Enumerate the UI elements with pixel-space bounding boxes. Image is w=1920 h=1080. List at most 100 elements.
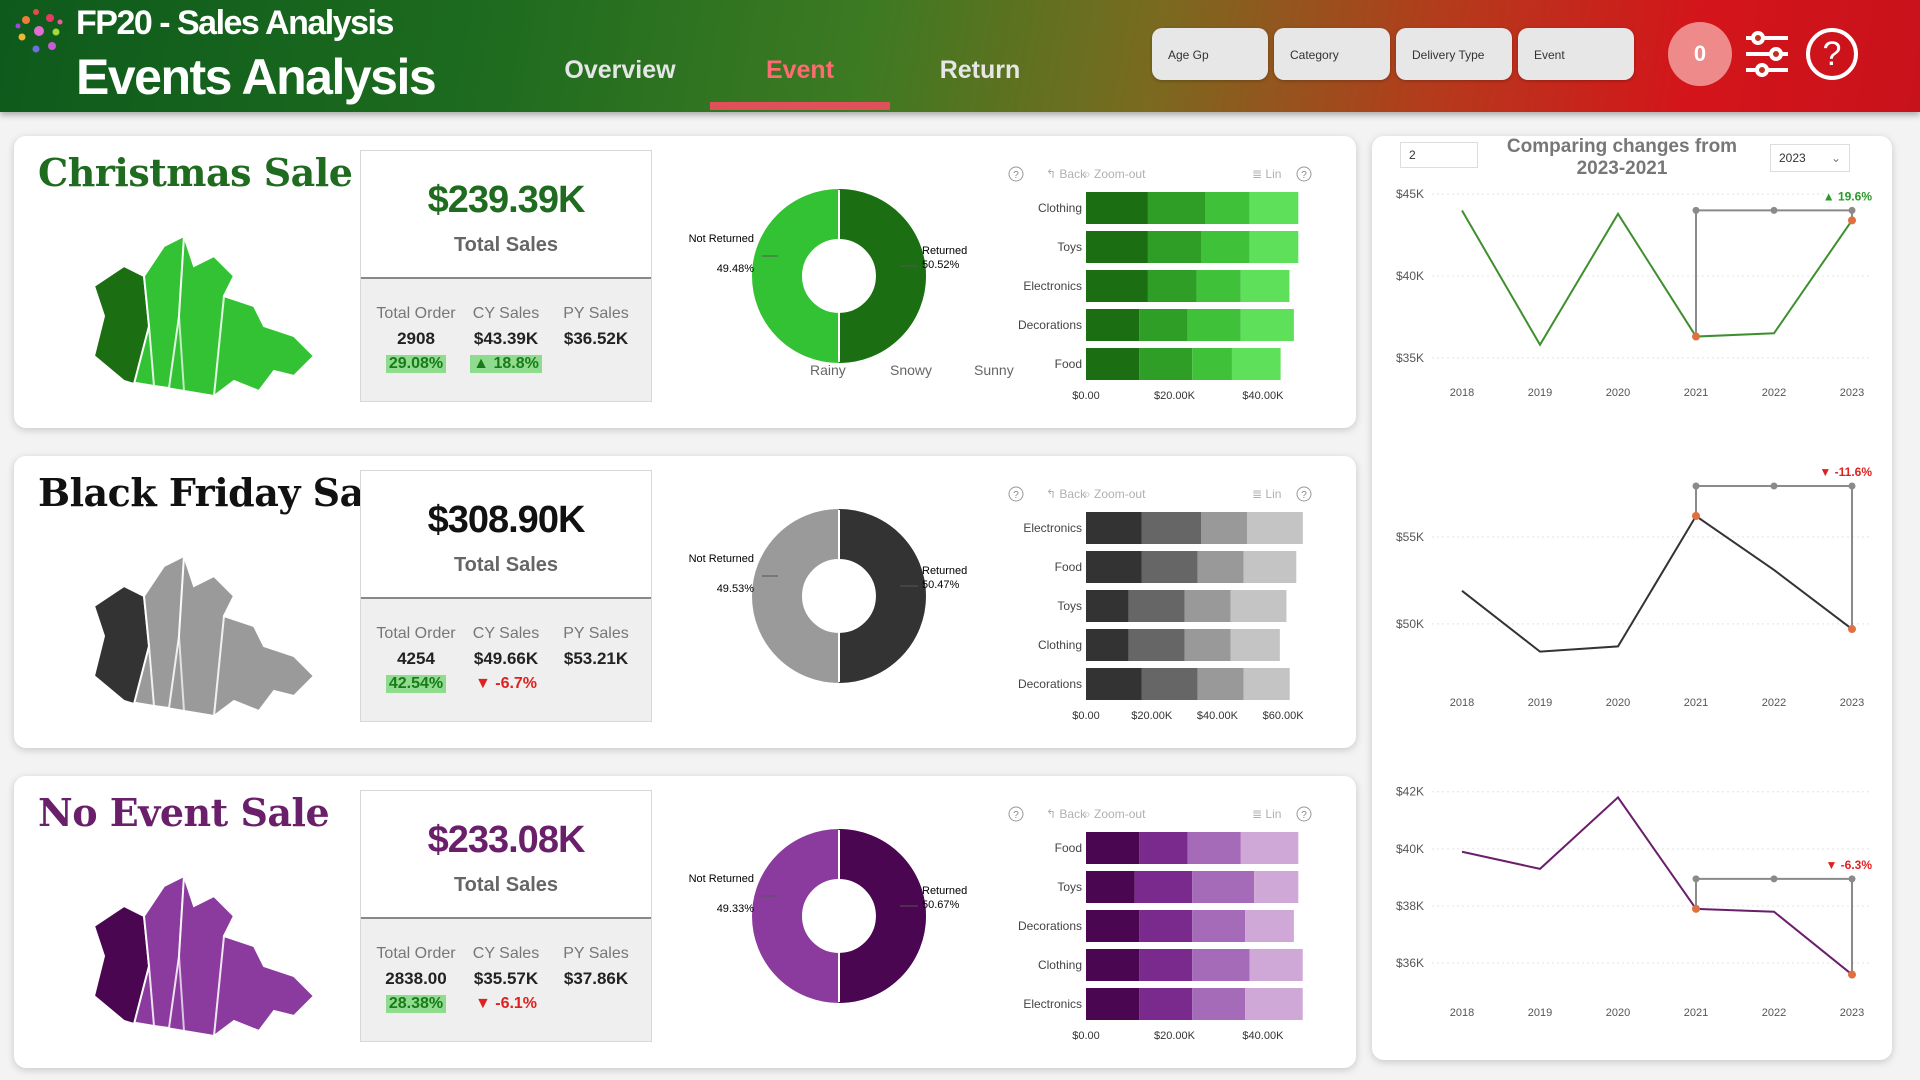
total-order-pct: 29.08% [385, 355, 447, 373]
slicer-bar: Age Gp Category Delivery Type Event [1152, 28, 1634, 80]
y-axis-tick: $38K [1396, 899, 1424, 913]
event-slicer[interactable]: Event [1518, 28, 1634, 80]
bracket-point [1848, 206, 1856, 214]
py-sales-value: $37.86K [563, 969, 629, 988]
bar-category-label: Decorations [1018, 318, 1082, 332]
data-point-2023 [1848, 625, 1856, 634]
help-icon[interactable] [1296, 486, 1312, 502]
bar-segment [1141, 512, 1201, 544]
donut-slice-returned [837, 189, 926, 363]
bar-segment [1086, 668, 1142, 700]
bar-category-label: Decorations [1018, 677, 1082, 691]
kpi-card: $308.90K Total Sales Total Order 4254 42… [360, 470, 652, 722]
cy-change-badge: ▼ -6.7% [474, 675, 538, 692]
not-returned-label: Not Returned [689, 873, 754, 885]
zoom-out-button[interactable]: ⌕ Zoom-out [1084, 167, 1146, 181]
delivery-type-slicer[interactable]: Delivery Type [1396, 28, 1512, 80]
return-donut-chart: Not Returned 49.48% Returned 50.52% [689, 189, 967, 363]
event-title: Black Friday Sale [38, 470, 402, 515]
bar-segment [1139, 910, 1193, 942]
bar-category-label: Toys [1057, 599, 1082, 613]
bracket-point [1692, 206, 1700, 214]
help-icon[interactable]: ? [1806, 28, 1858, 80]
total-order-label: Total Order [376, 945, 456, 962]
bar-segment [1187, 309, 1241, 341]
linear-scale-button[interactable]: ≣ Lin [1252, 487, 1281, 501]
help-icon[interactable] [1296, 166, 1312, 182]
help-icon-glyph: ? [1301, 810, 1307, 821]
line-chart-svg: $35K $40K $45K 2018 2019 2020 2021 2022 2023 ▲ 19… [1396, 187, 1873, 399]
clear-filters-button[interactable]: 0 [1668, 22, 1732, 86]
kpi-card: $233.08K Total Sales Total Order 2838.00… [360, 790, 652, 1042]
bar-segment [1086, 270, 1148, 302]
event-title: No Event Sale [38, 790, 330, 835]
bar-segment [1134, 871, 1193, 903]
x-axis-tick: 2023 [1840, 1007, 1864, 1019]
data-point-2021 [1692, 904, 1700, 913]
linear-scale-button[interactable]: ≣ Lin [1252, 167, 1281, 181]
age-group-slicer[interactable]: Age Gp [1152, 28, 1268, 80]
return-donut-chart: Not Returned 49.53% Returned 50.47% [689, 509, 967, 683]
cy-sales-label: CY Sales [472, 305, 540, 322]
change-label: ▼ -11.6% [1819, 466, 1872, 479]
bar-segment [1201, 231, 1250, 263]
x-axis-tick: 2020 [1606, 387, 1630, 399]
event-title: Christmas Sale [38, 150, 353, 195]
series-line [1461, 210, 1853, 347]
app-title: FP20 - Sales Analysis [76, 4, 394, 42]
canada-map-icon [92, 874, 316, 1039]
total-sales-value: $308.90K [427, 499, 586, 541]
cy-sales-value: $43.39K [473, 329, 539, 348]
back-button[interactable]: ↰ Back [1046, 487, 1087, 501]
tab-event[interactable]: Event [710, 48, 890, 110]
x-axis-tick: 2021 [1684, 697, 1708, 709]
total-order-pct: 28.38% [385, 995, 447, 1013]
bar-segment [1230, 629, 1280, 661]
bar-segment [1243, 551, 1297, 583]
x-axis-tick: 2018 [1450, 387, 1474, 399]
bar-segment [1086, 309, 1140, 341]
period-input[interactable]: 2 [1400, 142, 1478, 168]
event-card: No Event Sale $233.08K Total Sales Total… [14, 776, 1356, 1068]
cy-sales-label: CY Sales [472, 945, 540, 962]
returned-label: Returned [922, 565, 967, 577]
zoom-out-button[interactable]: ⌕ Zoom-out [1084, 807, 1146, 821]
year-dropdown[interactable]: 2023 ⌄ [1770, 144, 1850, 172]
back-button[interactable]: ↰ Back [1046, 167, 1087, 181]
y-axis-tick: $40K [1396, 269, 1424, 283]
line-chart: $36K $38K $40K $42K 2018 2019 2020 2021 2022 2023… [1372, 776, 1892, 1056]
canada-map-icon [92, 554, 316, 719]
bar-segment [1086, 910, 1140, 942]
kpi-card: $239.39K Total Sales Total Order 2908 29… [360, 150, 652, 402]
help-icon[interactable] [1008, 486, 1024, 502]
data-point-2021 [1692, 332, 1700, 341]
y-axis-tick: $36K [1396, 956, 1424, 970]
bar-category-label: Toys [1057, 240, 1082, 254]
linear-scale-button[interactable]: ≣ Lin [1252, 807, 1281, 821]
back-button[interactable]: ↰ Back [1046, 807, 1087, 821]
bar-segment [1197, 668, 1244, 700]
help-icon[interactable] [1008, 806, 1024, 822]
filter-sliders-icon[interactable] [1742, 26, 1792, 82]
line-chart: $50K $55K 2018 2019 2020 2021 2022 2023 ▼ -11.6% [1372, 465, 1892, 746]
comparison-bracket [1695, 485, 1853, 630]
py-sales-value: $36.52K [563, 329, 629, 348]
change-label: ▲ 19.6% [1823, 189, 1873, 203]
logo-icon [15, 9, 63, 53]
series-line [1461, 795, 1853, 976]
bar-segment [1245, 910, 1294, 942]
tab-overview[interactable]: Overview [564, 56, 676, 84]
bar-segment [1147, 192, 1206, 224]
bar-segment [1247, 512, 1303, 544]
help-icon-glyph: ? [1301, 170, 1307, 181]
category-slicer[interactable]: Category [1274, 28, 1390, 80]
weather-label: Rainy [810, 362, 846, 378]
py-sales-value: $53.21K [563, 649, 629, 668]
help-icon[interactable] [1008, 166, 1024, 182]
tab-return[interactable]: Return [939, 56, 1021, 84]
zoom-out-button[interactable]: ⌕ Zoom-out [1084, 487, 1146, 501]
help-icon[interactable] [1296, 806, 1312, 822]
bar-segment [1086, 512, 1142, 544]
bar-segment [1128, 590, 1185, 622]
help-icon-glyph: ? [1013, 810, 1019, 821]
